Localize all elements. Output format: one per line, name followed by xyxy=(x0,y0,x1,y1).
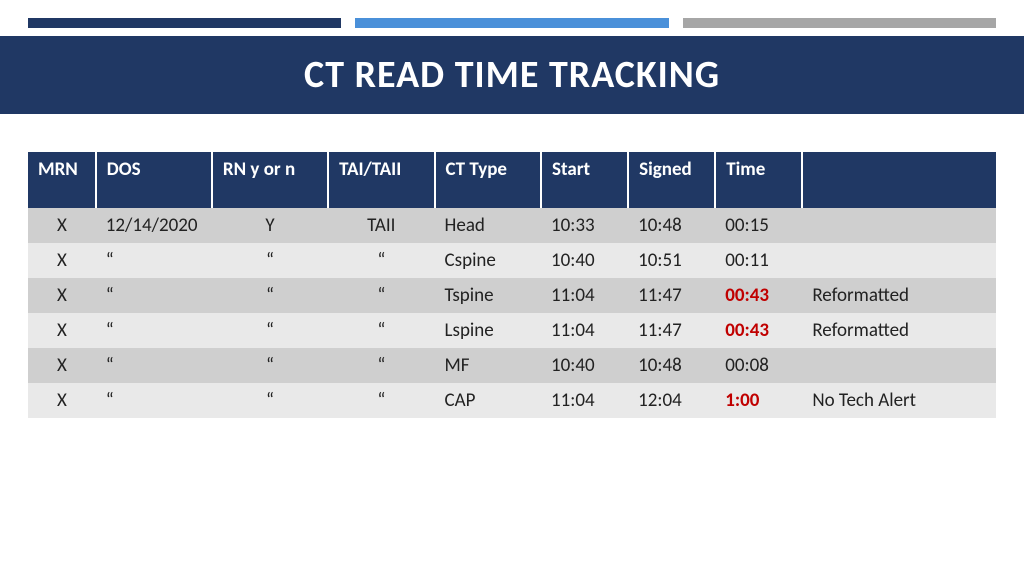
table-row: X“““CAP11:0412:041:00No Tech Alert xyxy=(28,383,996,418)
cell-start: 11:04 xyxy=(541,383,628,418)
column-header: RN y or n xyxy=(212,152,328,208)
cell-rn: “ xyxy=(212,278,328,313)
cell-ct: Cspine xyxy=(435,243,541,278)
cell-start: 10:40 xyxy=(541,243,628,278)
cell-ct: Head xyxy=(435,208,541,243)
cell-dos: “ xyxy=(96,278,212,313)
tracking-table-wrap: MRNDOSRN y or nTAI/TAIICT TypeStartSigne… xyxy=(28,152,996,418)
cell-rn: Y xyxy=(212,208,328,243)
cell-mrn: X xyxy=(28,383,96,418)
cell-signed: 10:48 xyxy=(628,348,715,383)
cell-ct: Lspine xyxy=(435,313,541,348)
slide: { "title": "CT READ TIME TRACKING", "tit… xyxy=(0,0,1024,576)
cell-tai: “ xyxy=(328,313,434,348)
cell-dos: “ xyxy=(96,383,212,418)
cell-dos: “ xyxy=(96,313,212,348)
cell-start: 11:04 xyxy=(541,278,628,313)
table-row: X“““MF10:4010:4800:08 xyxy=(28,348,996,383)
bar-segment-dark xyxy=(28,18,341,28)
cell-signed: 11:47 xyxy=(628,278,715,313)
top-accent-bar xyxy=(28,18,996,28)
title-banner: CT READ TIME TRACKING xyxy=(0,36,1024,114)
cell-tai: “ xyxy=(328,243,434,278)
column-header xyxy=(802,152,996,208)
cell-note: Reformatted xyxy=(802,313,996,348)
cell-time: 00:43 xyxy=(715,313,802,348)
cell-note: Reformatted xyxy=(802,278,996,313)
cell-time: 00:08 xyxy=(715,348,802,383)
cell-signed: 10:48 xyxy=(628,208,715,243)
cell-rn: “ xyxy=(212,383,328,418)
page-title: CT READ TIME TRACKING xyxy=(304,52,720,98)
column-header: TAI/TAII xyxy=(328,152,434,208)
cell-tai: “ xyxy=(328,348,434,383)
bar-segment-mid xyxy=(355,18,668,28)
cell-time: 00:11 xyxy=(715,243,802,278)
cell-time: 00:15 xyxy=(715,208,802,243)
column-header: Time xyxy=(715,152,802,208)
column-header: Start xyxy=(541,152,628,208)
cell-start: 11:04 xyxy=(541,313,628,348)
cell-dos: “ xyxy=(96,348,212,383)
cell-note: No Tech Alert xyxy=(802,383,996,418)
cell-tai: TAII xyxy=(328,208,434,243)
cell-ct: Tspine xyxy=(435,278,541,313)
column-header: DOS xyxy=(96,152,212,208)
table-row: X“““Cspine10:4010:5100:11 xyxy=(28,243,996,278)
cell-note xyxy=(802,243,996,278)
cell-mrn: X xyxy=(28,348,96,383)
cell-rn: “ xyxy=(212,243,328,278)
cell-tai: “ xyxy=(328,278,434,313)
tracking-table: MRNDOSRN y or nTAI/TAIICT TypeStartSigne… xyxy=(28,152,996,418)
cell-note xyxy=(802,348,996,383)
column-header: MRN xyxy=(28,152,96,208)
cell-time: 00:43 xyxy=(715,278,802,313)
cell-dos: 12/14/2020 xyxy=(96,208,212,243)
cell-note xyxy=(802,208,996,243)
table-row: X“““Tspine11:0411:4700:43Reformatted xyxy=(28,278,996,313)
cell-dos: “ xyxy=(96,243,212,278)
column-header: CT Type xyxy=(435,152,541,208)
bar-segment-light xyxy=(683,18,996,28)
cell-ct: CAP xyxy=(435,383,541,418)
table-body: X12/14/2020YTAIIHead10:3310:4800:15X“““C… xyxy=(28,208,996,418)
cell-tai: “ xyxy=(328,383,434,418)
cell-mrn: X xyxy=(28,313,96,348)
cell-start: 10:40 xyxy=(541,348,628,383)
table-header: MRNDOSRN y or nTAI/TAIICT TypeStartSigne… xyxy=(28,152,996,208)
table-row: X“““Lspine11:0411:4700:43Reformatted xyxy=(28,313,996,348)
cell-signed: 11:47 xyxy=(628,313,715,348)
cell-mrn: X xyxy=(28,243,96,278)
cell-mrn: X xyxy=(28,208,96,243)
cell-mrn: X xyxy=(28,278,96,313)
cell-ct: MF xyxy=(435,348,541,383)
cell-time: 1:00 xyxy=(715,383,802,418)
cell-rn: “ xyxy=(212,348,328,383)
cell-start: 10:33 xyxy=(541,208,628,243)
cell-signed: 10:51 xyxy=(628,243,715,278)
cell-rn: “ xyxy=(212,313,328,348)
table-row: X12/14/2020YTAIIHead10:3310:4800:15 xyxy=(28,208,996,243)
cell-signed: 12:04 xyxy=(628,383,715,418)
column-header: Signed xyxy=(628,152,715,208)
